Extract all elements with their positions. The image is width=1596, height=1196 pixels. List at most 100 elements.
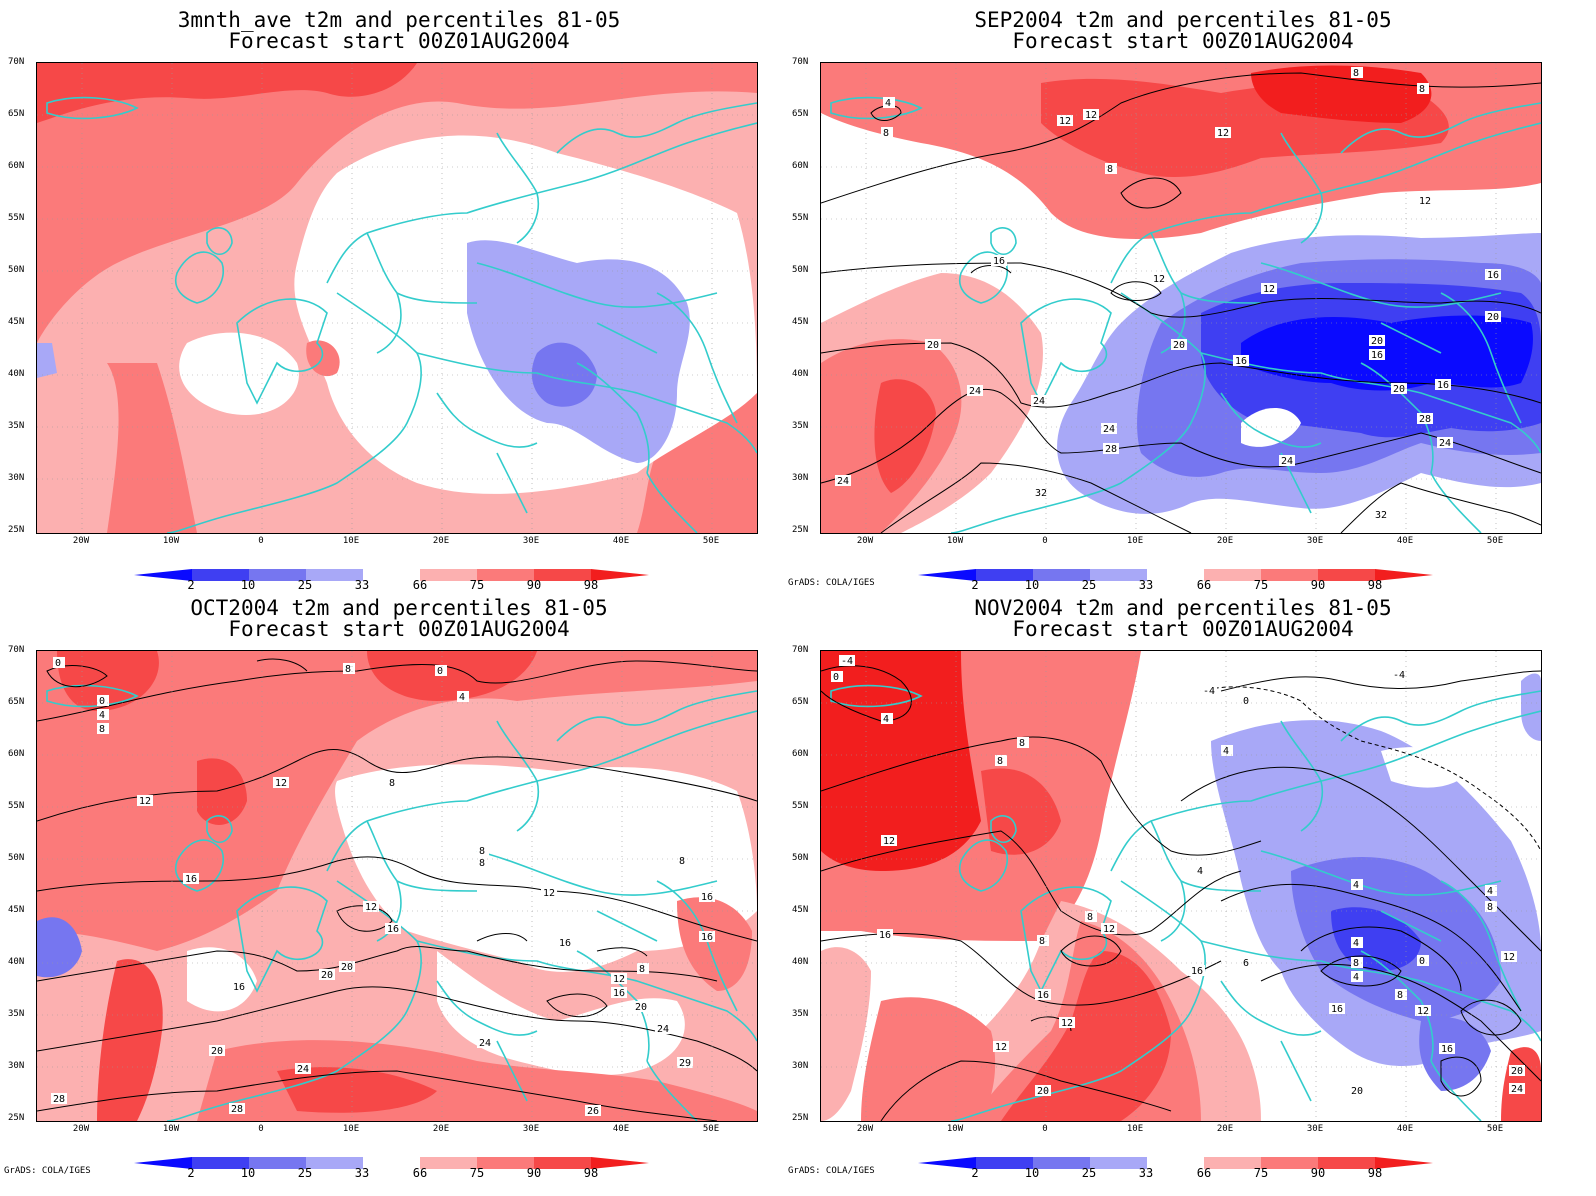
grads-credit: GrADS: COLA/IGES: [4, 1166, 91, 1176]
cbar-label: 2: [187, 578, 195, 592]
contour-label: 8: [997, 756, 1003, 767]
lon-label: 20E: [432, 1124, 450, 1134]
contour-label: 24: [1033, 396, 1045, 407]
cbar-seg: [1147, 1157, 1204, 1169]
lon-label: 20W: [856, 1124, 874, 1134]
gridlines: [821, 63, 1541, 533]
gridlines: [37, 63, 757, 533]
lon-label: 10W: [946, 536, 964, 546]
contour-label: 20: [1173, 340, 1185, 351]
lat-label: 40N: [8, 957, 25, 967]
contour-label: -4: [1203, 686, 1215, 697]
panel-title: OCT2004 t2m and percentiles 81-05: [190, 596, 608, 620]
contour-label: 16: [1037, 990, 1049, 1001]
contour-label: 16: [879, 930, 891, 941]
contour-label: 32: [1375, 510, 1387, 521]
cbar-label: 10: [1024, 1166, 1040, 1180]
lon-label: 10E: [1126, 536, 1144, 546]
lon-label: 10E: [342, 536, 360, 546]
colorbar-svg: [134, 1157, 649, 1169]
contour-label: 12: [1085, 110, 1097, 121]
contour-label: 24: [479, 1038, 491, 1049]
cbar-seg: [134, 569, 192, 581]
contour-label: 8: [1487, 902, 1493, 913]
lat-label: 25N: [792, 525, 809, 535]
contour-label: 20: [1511, 1066, 1523, 1077]
lat-label: 70N: [792, 645, 809, 655]
contour-label: 8: [883, 128, 889, 139]
contour-label: 16: [559, 938, 571, 949]
cbar-label: 90: [526, 1166, 542, 1180]
cbar-seg: [1261, 569, 1318, 581]
neutral-region: [335, 764, 757, 972]
cbar-seg: [976, 569, 1033, 581]
contour-label: 0: [55, 658, 61, 669]
contour-label: 12: [543, 888, 555, 899]
contour-label: 0: [1243, 696, 1249, 707]
contour-label: 12: [1417, 1006, 1429, 1017]
very-hot-region: [1251, 65, 1432, 123]
panel-sep2004: SEP2004 t2m and percentiles 81-05 Foreca…: [784, 0, 1582, 598]
lat-label: 50N: [792, 853, 809, 863]
lon-label: 50E: [702, 536, 720, 546]
cbar-label: 90: [1310, 578, 1326, 592]
lon-label: 30E: [522, 536, 540, 546]
contour-label: 12: [365, 902, 377, 913]
lon-label: 20E: [1216, 1124, 1234, 1134]
contour-label: 16: [701, 932, 713, 943]
lon-label: 40E: [612, 536, 630, 546]
lat-label: 70N: [8, 645, 25, 655]
cbar-seg: [249, 569, 306, 581]
contours: [821, 665, 1541, 1121]
contour-label: 16: [1331, 1004, 1343, 1015]
cbar-seg: [591, 569, 649, 581]
cbar-label: 75: [469, 578, 485, 592]
lon-label: 20E: [432, 536, 450, 546]
cbar-label: 10: [240, 1166, 256, 1180]
warm-region: [861, 997, 996, 1121]
cbar-seg: [918, 1157, 976, 1169]
contour-label: 16: [185, 874, 197, 885]
contour-label: 8: [345, 664, 351, 675]
warm-region: [37, 651, 757, 951]
colorbar: 2 10 25 33 66 75 90 98: [134, 1154, 654, 1180]
contour-label: 20: [635, 1002, 647, 1013]
neutral-region: [187, 947, 257, 1012]
cbar-seg: [134, 1157, 192, 1169]
cbar-seg: [477, 569, 534, 581]
contour-label: -4: [841, 656, 853, 667]
contour-label: 4: [1353, 938, 1359, 949]
cbar-label: 66: [412, 1166, 428, 1180]
contour-label: 8: [679, 856, 685, 867]
contour-label: 24: [1511, 1084, 1523, 1095]
lon-label: 30E: [1306, 536, 1324, 546]
contour-label: 16: [1437, 380, 1449, 391]
contour-label: 4: [885, 98, 891, 109]
lat-label: 30N: [792, 1061, 809, 1071]
map-plot: 0 0 0 4 8 8 8 4 12 12 8 8 8 16 12 16 16 …: [36, 650, 758, 1122]
map-svg: 4 8 12 12 12 8 8 8 12 16 12 12 16 20 20 …: [821, 63, 1541, 533]
contour-label: 12: [1103, 924, 1115, 935]
grads-credit: GrADS: COLA/IGES: [788, 578, 875, 588]
panel-nov2004: NOV2004 t2m and percentiles 81-05 Foreca…: [784, 588, 1582, 1186]
colorbar-svg: [918, 1157, 1433, 1169]
contour-label: 20: [1351, 1086, 1363, 1097]
cbar-seg: [1090, 1157, 1147, 1169]
cbar-seg: [420, 1157, 477, 1169]
lat-label: 40N: [792, 957, 809, 967]
cbar-seg: [363, 1157, 420, 1169]
cbar-label: 25: [297, 578, 313, 592]
contour-label: 8: [1353, 958, 1359, 969]
lon-label: 50E: [702, 1124, 720, 1134]
lat-label: 50N: [8, 853, 25, 863]
map-svg: -4 0 4 -4 -4 0 4 8 8 12 4 4 8 8 12 16 4 …: [821, 651, 1541, 1121]
lat-label: 40N: [792, 369, 809, 379]
cbar-label: 66: [412, 578, 428, 592]
panel-subtitle: Forecast start 00Z01AUG2004: [228, 29, 570, 53]
cbar-seg: [363, 569, 420, 581]
cbar-label: 25: [1081, 1166, 1097, 1180]
lat-label: 35N: [792, 1009, 809, 1019]
contour-label: 24: [1439, 438, 1451, 449]
contour-label: 0: [1419, 956, 1425, 967]
neutral-region: [179, 332, 299, 415]
